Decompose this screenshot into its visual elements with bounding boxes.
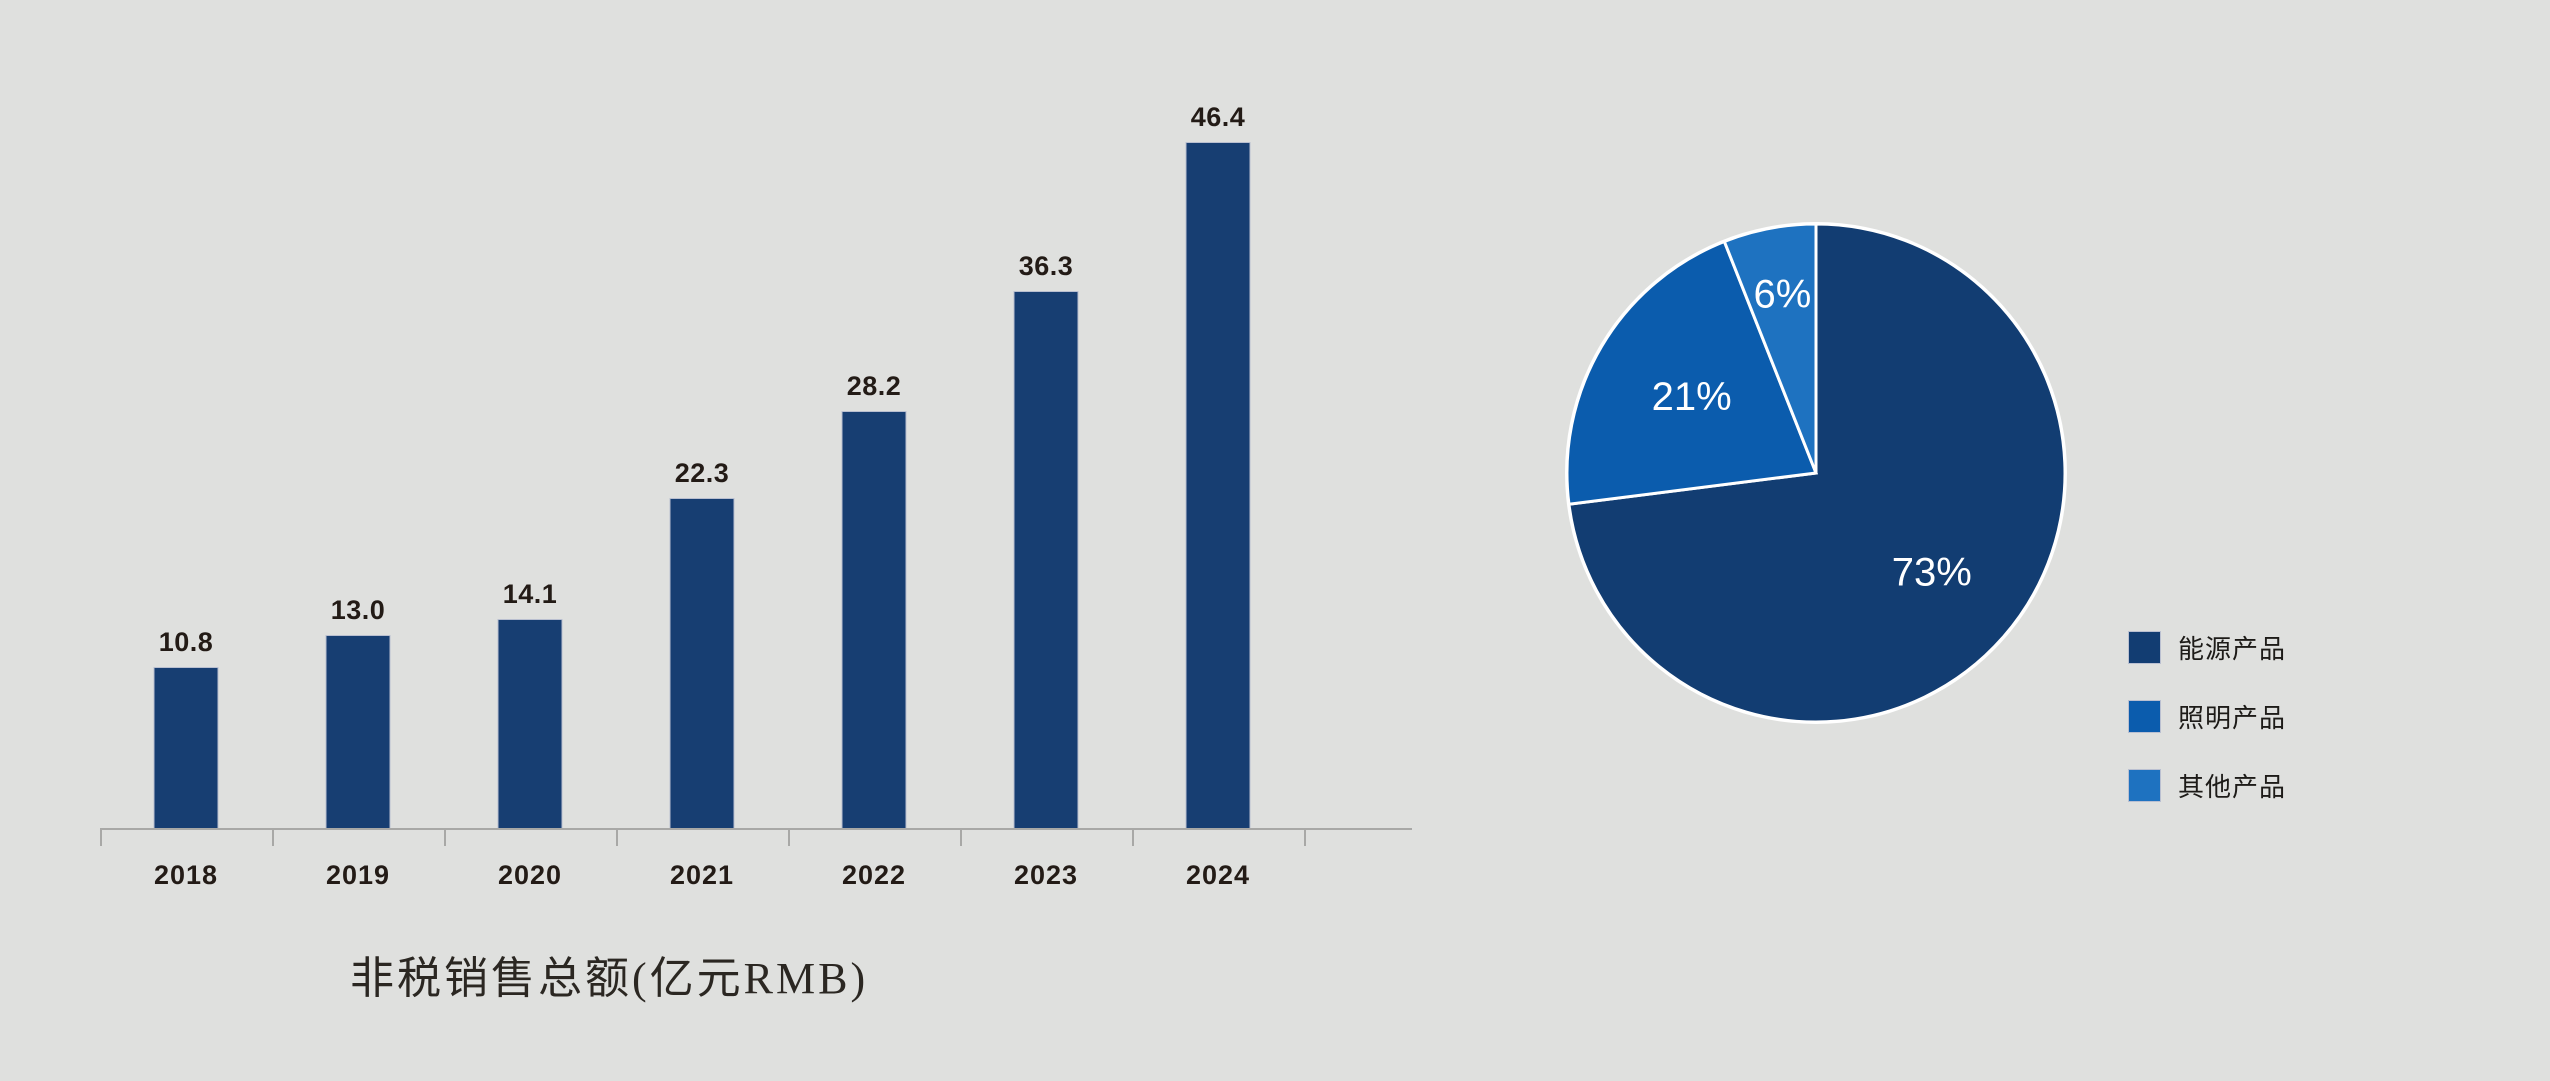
pie-chart-legend: 能源产品照明产品其他产品 xyxy=(2129,613,2286,820)
bar-value-label: 10.8 xyxy=(158,627,214,657)
legend-label: 照明产品 xyxy=(2178,703,2287,733)
bar-value-label: 13.0 xyxy=(330,595,386,625)
bar-2018[interactable] xyxy=(154,668,218,828)
axis-tick xyxy=(100,828,102,846)
bar-column[interactable]: 28.2 xyxy=(788,60,960,828)
category-label-2021: 2021 xyxy=(669,860,735,890)
axis-tick xyxy=(960,828,962,846)
bar-2023[interactable] xyxy=(1014,292,1078,828)
bar-column[interactable]: 10.8 xyxy=(100,60,272,828)
pie-slice-label-2: 21% xyxy=(1652,375,1732,419)
bar-2021[interactable] xyxy=(670,499,734,828)
bar-2020[interactable] xyxy=(498,620,562,828)
axis-tick xyxy=(444,828,446,846)
bar-column[interactable]: 36.3 xyxy=(960,60,1132,828)
legend-swatch-icon xyxy=(2129,632,2160,663)
bar-chart: 10.8 13.0 14.1 22.3 28.2 36.3 46.4 2018 2019 202… xyxy=(100,60,1480,900)
legend-swatch-icon xyxy=(2129,770,2160,801)
pie-slice-3[interactable] xyxy=(1722,222,1818,474)
legend-item[interactable]: 其他产品 xyxy=(2129,751,2286,820)
legend-label: 其他产品 xyxy=(2178,772,2287,802)
bar-value-label: 22.3 xyxy=(674,458,730,488)
legend-label: 能源产品 xyxy=(2178,634,2287,664)
category-label-2024: 2024 xyxy=(1185,860,1251,890)
bar-chart-title: 非税销售总额(亿元RMB) xyxy=(350,954,869,1003)
legend-swatch-icon xyxy=(2129,701,2160,732)
bar-2022[interactable] xyxy=(842,412,906,828)
axis-tick xyxy=(1132,828,1134,846)
bar-2024[interactable] xyxy=(1186,143,1250,828)
bar-value-label: 36.3 xyxy=(1018,251,1074,281)
pie-chart-svg: 73% 21% 6% xyxy=(1565,222,2067,724)
bar-column[interactable]: 22.3 xyxy=(616,60,788,828)
legend-item[interactable]: 照明产品 xyxy=(2129,682,2286,751)
bar-value-label: 28.2 xyxy=(846,371,902,401)
axis-tick xyxy=(272,828,274,846)
axis-tick xyxy=(616,828,618,846)
pie-slice-label-3: 6% xyxy=(1753,272,1811,316)
pie-slice-2[interactable] xyxy=(1565,239,1819,506)
legend-item[interactable]: 能源产品 xyxy=(2129,613,2286,682)
bar-2019[interactable] xyxy=(326,636,390,828)
bar-plot-area: 10.8 13.0 14.1 22.3 28.2 36.3 46.4 xyxy=(100,60,1480,828)
axis-tick xyxy=(1304,828,1306,846)
category-label-2023: 2023 xyxy=(1013,860,1079,890)
pie-slice-label-1: 73% xyxy=(1892,551,1972,595)
category-label-2020: 2020 xyxy=(497,860,563,890)
bar-value-label: 14.1 xyxy=(502,579,558,609)
x-axis-line xyxy=(100,828,1412,830)
category-label-2018: 2018 xyxy=(153,860,219,890)
category-label-2022: 2022 xyxy=(841,860,907,890)
pie-chart: 73% 21% 6% xyxy=(1565,222,2067,724)
category-label-2019: 2019 xyxy=(325,860,391,890)
axis-tick xyxy=(788,828,790,846)
bar-column[interactable]: 46.4 xyxy=(1132,60,1304,828)
bar-column[interactable]: 14.1 xyxy=(444,60,616,828)
bar-column[interactable]: 13.0 xyxy=(272,60,444,828)
bar-value-label: 46.4 xyxy=(1190,102,1246,132)
